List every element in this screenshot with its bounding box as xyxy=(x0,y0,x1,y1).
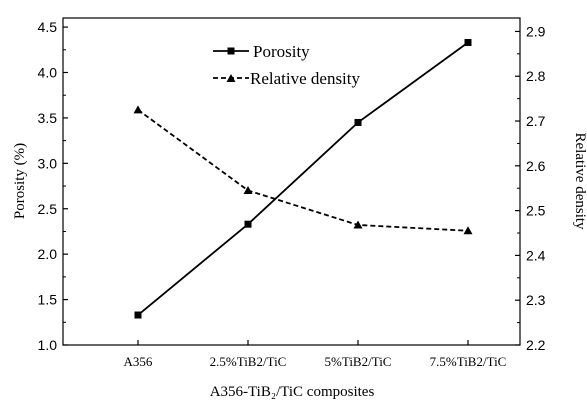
x-tick-label: 5%TiB2/TiC xyxy=(325,354,392,369)
data-point-relative-density xyxy=(463,226,473,235)
y-right-tick-label: 2.7 xyxy=(526,113,546,129)
legend-label-relative-density: Relative density xyxy=(250,69,361,88)
data-point-porosity xyxy=(354,118,362,126)
plot-frame xyxy=(62,17,521,346)
y-left-tick-label: 3.5 xyxy=(38,110,58,126)
y-right-tick-label: 2.2 xyxy=(526,337,546,353)
legend-marker-relative-density xyxy=(226,74,236,82)
y-right-tick-label: 2.6 xyxy=(526,158,546,174)
data-point-relative-density xyxy=(243,185,253,194)
series-line-porosity xyxy=(137,41,469,316)
legend-marker-porosity xyxy=(227,47,235,55)
data-point-porosity xyxy=(134,311,142,319)
series-line-relative-density xyxy=(137,109,469,232)
y-left-tick-label: 1.5 xyxy=(38,292,58,308)
data-point-porosity xyxy=(244,220,252,228)
x-axis-title: A356-TiB₂/TiC composites xyxy=(210,384,375,400)
x-tick-label: 7.5%TiB2/TiC xyxy=(430,354,507,369)
legend: Porosity Relative density xyxy=(213,42,361,88)
ticks-layer: 1.0 1.5 2.0 2.5 3.0 3.5 4.0 4.5 2.2 2.3 2.4 2.5 2.6 2… xyxy=(38,19,546,369)
y-right-tick-label: 2.8 xyxy=(526,68,546,84)
y-left-tick-label: 4.5 xyxy=(38,19,58,35)
y-left-tick-label: 4.0 xyxy=(38,65,58,81)
series-layer xyxy=(133,39,473,319)
legend-label-porosity: Porosity xyxy=(253,42,310,61)
y-right-tick-label: 2.3 xyxy=(526,292,546,308)
y-left-axis-title: Porosity (%) xyxy=(12,143,28,219)
y-left-tick-label: 1.0 xyxy=(38,337,58,353)
x-tick-label: 2.5%TiB2/TiC xyxy=(210,354,287,369)
y-right-tick-label: 2.5 xyxy=(526,203,546,219)
y-left-tick-label: 2.0 xyxy=(38,246,58,262)
data-point-relative-density xyxy=(353,220,363,229)
data-point-relative-density xyxy=(133,105,143,114)
y-left-tick-label: 3.0 xyxy=(38,155,58,171)
data-point-porosity xyxy=(464,39,472,47)
y-right-axis-title: Relative density xyxy=(572,132,587,230)
y-right-tick-label: 2.9 xyxy=(526,23,546,39)
y-left-tick-label: 2.5 xyxy=(38,201,58,217)
y-right-tick-label: 2.4 xyxy=(526,247,546,263)
x-tick-label: A356 xyxy=(124,354,153,369)
